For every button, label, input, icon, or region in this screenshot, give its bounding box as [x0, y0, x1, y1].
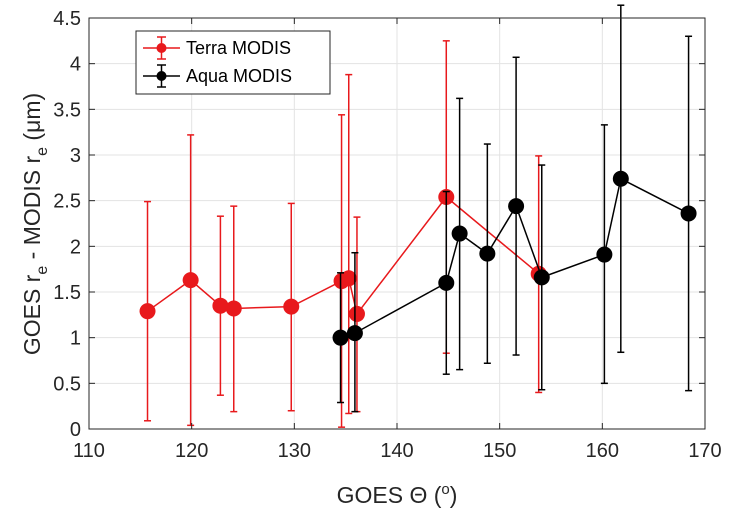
data-point-terra — [182, 272, 199, 289]
x-tick-label: 160 — [586, 440, 619, 462]
y-tick-label: 1.5 — [53, 282, 81, 304]
x-tick-label: 130 — [278, 440, 311, 462]
y-tick-label: 4 — [70, 54, 81, 76]
y-tick-label: 0.5 — [53, 373, 81, 395]
data-point-aqua — [612, 170, 629, 187]
y-tick-label: 3 — [70, 145, 81, 167]
legend-marker-aqua — [156, 71, 167, 81]
x-axis-label-sup: o — [441, 481, 449, 498]
grid — [89, 18, 705, 429]
y-tick-label: 2.5 — [53, 191, 81, 213]
series-layer — [139, 4, 697, 428]
x-tick-label: 140 — [380, 440, 413, 462]
x-tick-label: 120 — [175, 440, 208, 462]
data-point-terra — [225, 300, 242, 317]
series-aqua — [332, 4, 697, 413]
legend-marker-terra — [156, 43, 167, 53]
x-axis-label: GOES Θ (o) — [337, 481, 458, 508]
series-line-aqua — [340, 177, 689, 339]
series-line-terra — [147, 195, 540, 316]
y-axis-label: GOES re - MODIS re (μm) — [19, 93, 51, 355]
y-axis-label-sub-1: e — [34, 266, 51, 275]
legend-label-aqua: Aqua MODIS — [186, 66, 292, 86]
data-point-aqua — [680, 205, 697, 222]
data-point-aqua — [479, 245, 496, 262]
x-tick-label: 110 — [73, 440, 105, 462]
x-tick-label: 150 — [483, 440, 516, 462]
data-point-aqua — [438, 274, 455, 291]
data-point-aqua — [508, 198, 525, 215]
data-point-aqua — [346, 325, 363, 342]
data-point-terra — [283, 298, 300, 315]
y-tick-label: 1 — [70, 328, 81, 350]
legend-entry-aqua: Aqua MODIS — [143, 64, 292, 88]
data-point-aqua — [451, 225, 468, 242]
y-tick-label: 3.5 — [53, 99, 81, 121]
y-tick-label: 2 — [70, 236, 81, 258]
y-tick-label: 0 — [70, 419, 81, 441]
data-point-aqua — [533, 269, 550, 286]
legend-box — [135, 30, 331, 95]
data-point-terra — [340, 270, 357, 287]
y-tick-label: 4.5 — [53, 8, 81, 30]
data-point-aqua — [596, 246, 613, 263]
data-point-aqua — [332, 329, 349, 346]
legend-entry-terra: Terra MODIS — [143, 36, 291, 60]
x-tick-label: 170 — [688, 440, 721, 462]
data-point-terra — [212, 297, 229, 314]
legend: Terra MODIS Aqua MODIS — [135, 30, 331, 95]
ticks: 110 120 130 140 150 160 170 0 0.5 1 1.5 2 2.5 3 3.5 4 4.… — [53, 8, 722, 462]
legend-label-terra: Terra MODIS — [186, 38, 291, 58]
y-axis-label-sub-2: e — [34, 147, 51, 156]
data-point-terra — [348, 305, 365, 322]
data-point-terra — [139, 303, 156, 320]
